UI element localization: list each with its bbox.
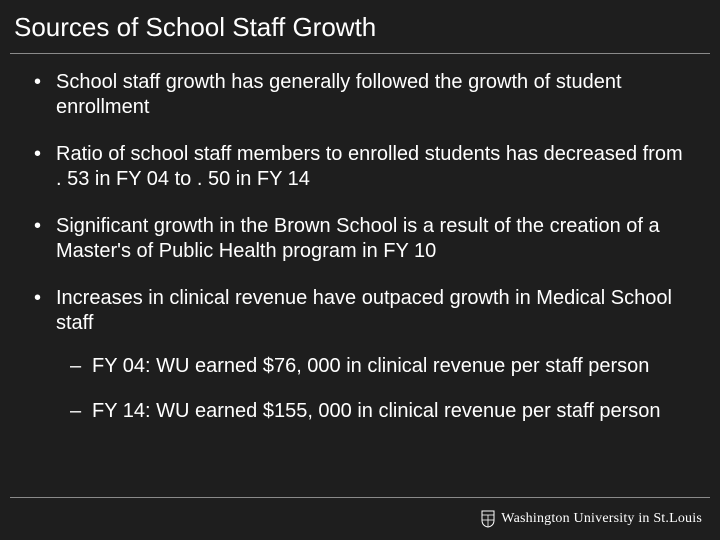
slide-body: School staff growth has generally follow… xyxy=(0,54,720,424)
bullet-text: School staff growth has generally follow… xyxy=(56,71,622,118)
slide-title: Sources of School Staff Growth xyxy=(0,12,720,53)
bullet-item: Significant growth in the Brown School i… xyxy=(32,214,688,264)
sub-bullet-item: FY 14: WU earned $155, 000 in clinical r… xyxy=(70,399,688,424)
bullet-list: School staff growth has generally follow… xyxy=(32,70,688,424)
footer-logo: Washington University in St.Louis xyxy=(481,510,702,528)
bullet-item: Ratio of school staff members to enrolle… xyxy=(32,142,688,192)
shield-icon xyxy=(481,510,495,528)
footer-divider xyxy=(10,497,710,498)
footer-wordmark: Washington University in St.Louis xyxy=(501,511,702,527)
bullet-text: Significant growth in the Brown School i… xyxy=(56,215,660,262)
bullet-text: Ratio of school staff members to enrolle… xyxy=(56,143,683,190)
sub-bullet-list: FY 04: WU earned $76, 000 in clinical re… xyxy=(70,354,688,424)
bullet-item: Increases in clinical revenue have outpa… xyxy=(32,286,688,424)
bullet-text: Increases in clinical revenue have outpa… xyxy=(56,287,672,334)
bullet-item: School staff growth has generally follow… xyxy=(32,70,688,120)
sub-bullet-item: FY 04: WU earned $76, 000 in clinical re… xyxy=(70,354,688,379)
sub-bullet-text: FY 04: WU earned $76, 000 in clinical re… xyxy=(92,355,649,377)
sub-bullet-text: FY 14: WU earned $155, 000 in clinical r… xyxy=(92,400,661,422)
slide: Sources of School Staff Growth School st… xyxy=(0,0,720,540)
